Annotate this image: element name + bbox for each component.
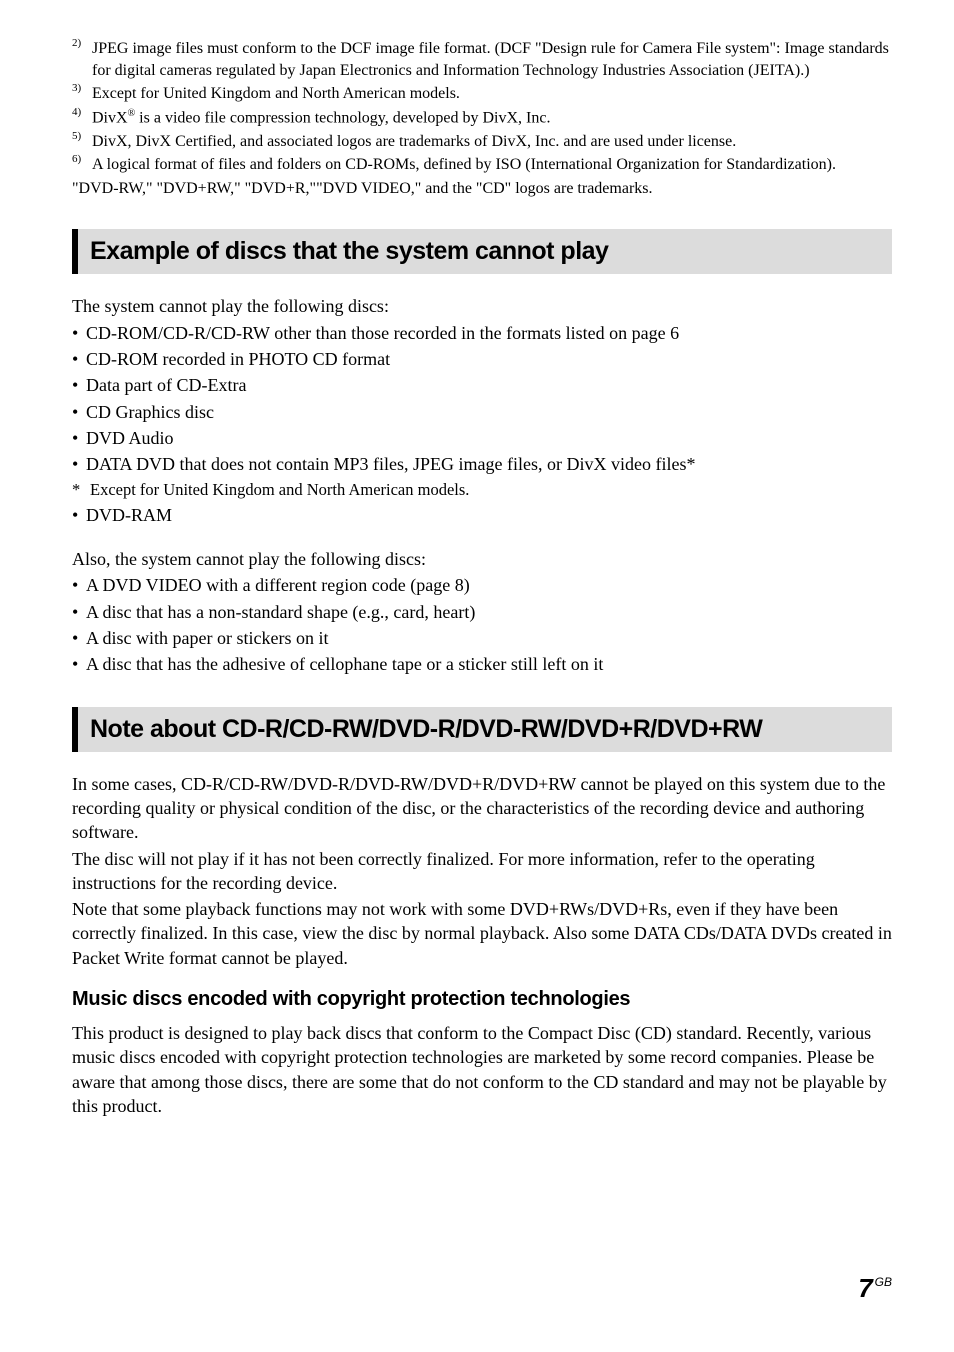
- list-item: •DVD Audio: [72, 426, 892, 450]
- footnote-4-text-a: DivX: [92, 109, 128, 126]
- footnote-2: 2) JPEG image files must conform to the …: [72, 38, 892, 81]
- section-1-bullets-b: •DVD-RAM: [72, 503, 892, 527]
- section-1-bullets-c: •A DVD VIDEO with a different region cod…: [72, 573, 892, 676]
- trademark-line: "DVD-RW," "DVD+RW," "DVD+R,""DVD VIDEO,"…: [72, 178, 892, 200]
- list-item: •Data part of CD-Extra: [72, 373, 892, 397]
- section-2-para-1: In some cases, CD-R/CD-RW/DVD-R/DVD-RW/D…: [72, 772, 892, 845]
- footnote-6: 6) A logical format of files and folders…: [72, 154, 892, 176]
- page-footer: 7GB: [858, 1273, 892, 1304]
- page-lang: GB: [875, 1275, 892, 1289]
- footnotes-block: 2) JPEG image files must conform to the …: [72, 38, 892, 199]
- section-2-para-3: Note that some playback functions may no…: [72, 897, 892, 970]
- section-1-intro: The system cannot play the following dis…: [72, 294, 892, 318]
- section-2-para-2: The disc will not play if it has not bee…: [72, 847, 892, 896]
- footnote-5-sup: 5): [72, 129, 81, 144]
- page-number: 7: [858, 1273, 872, 1303]
- list-item: •A disc with paper or stickers on it: [72, 626, 892, 650]
- footnote-3-text: Except for United Kingdom and North Amer…: [92, 85, 460, 102]
- footnote-5-text: DivX, DivX Certified, and associated log…: [92, 133, 736, 150]
- section-2-body: In some cases, CD-R/CD-RW/DVD-R/DVD-RW/D…: [72, 772, 892, 1119]
- section-2-header: Note about CD-R/CD-RW/DVD-R/DVD-RW/DVD+R…: [72, 707, 892, 752]
- footnote-4-text-b: is a video file compression technology, …: [135, 109, 550, 126]
- list-item: •DVD-RAM: [72, 503, 892, 527]
- list-item: •DATA DVD that does not contain MP3 file…: [72, 452, 892, 476]
- footnote-3-sup: 3): [72, 81, 81, 96]
- footnote-6-text: A logical format of files and folders on…: [92, 156, 836, 173]
- footnote-5: 5) DivX, DivX Certified, and associated …: [72, 131, 892, 153]
- section-1-title: Example of discs that the system cannot …: [90, 237, 880, 266]
- list-item: •CD Graphics disc: [72, 400, 892, 424]
- footnote-4: 4) DivX® is a video file compression tec…: [72, 107, 892, 129]
- section-1-star-note: *Except for United Kingdom and North Ame…: [72, 479, 892, 501]
- section-1-body: The system cannot play the following dis…: [72, 294, 892, 676]
- footnote-2-text: JPEG image files must conform to the DCF…: [92, 40, 889, 79]
- section-2-para-4: This product is designed to play back di…: [72, 1021, 892, 1118]
- footnote-2-sup: 2): [72, 36, 81, 51]
- section-1-bullets-a: •CD-ROM/CD-R/CD-RW other than those reco…: [72, 321, 892, 477]
- footnote-3: 3) Except for United Kingdom and North A…: [72, 83, 892, 105]
- list-item: •A DVD VIDEO with a different region cod…: [72, 573, 892, 597]
- list-item: •A disc that has a non-standard shape (e…: [72, 600, 892, 624]
- footnote-4-sup: 4): [72, 105, 81, 120]
- list-item: •A disc that has the adhesive of celloph…: [72, 652, 892, 676]
- section-2-title: Note about CD-R/CD-RW/DVD-R/DVD-RW/DVD+R…: [90, 715, 880, 744]
- list-item: •CD-ROM/CD-R/CD-RW other than those reco…: [72, 321, 892, 345]
- footnote-6-sup: 6): [72, 152, 81, 167]
- section-1-header: Example of discs that the system cannot …: [72, 229, 892, 274]
- list-item: •CD-ROM recorded in PHOTO CD format: [72, 347, 892, 371]
- section-2-subheading: Music discs encoded with copyright prote…: [72, 986, 892, 1013]
- section-1-intro-2: Also, the system cannot play the followi…: [72, 547, 892, 571]
